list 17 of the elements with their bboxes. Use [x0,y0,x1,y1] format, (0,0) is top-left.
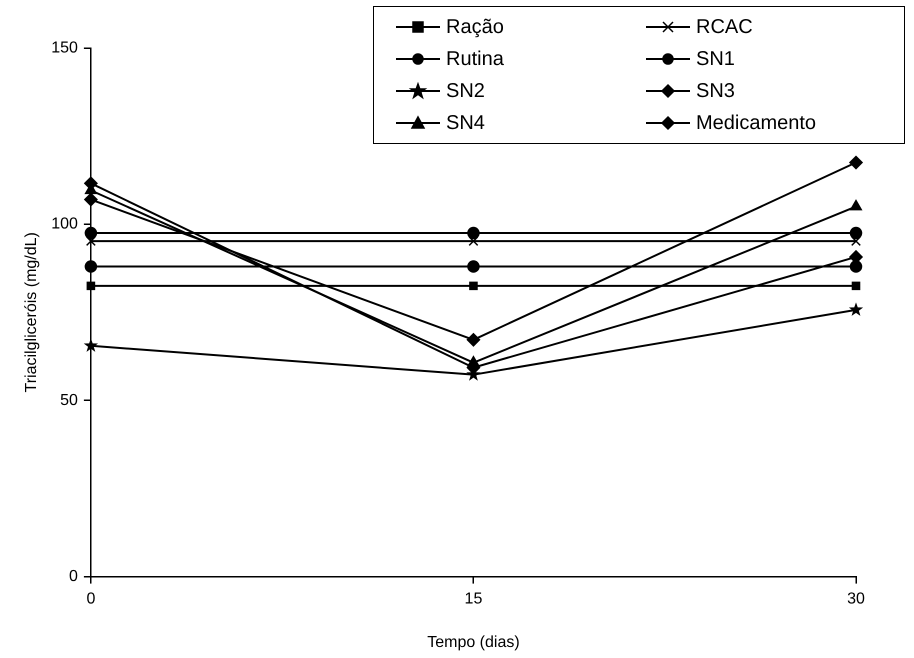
legend-label: RCAC [696,16,753,38]
legend-label: SN3 [696,80,735,102]
legend-label: SN4 [446,112,485,134]
x-tick-label: 15 [464,590,482,608]
y-tick-label: 100 [51,216,78,233]
y-tick-label: 0 [68,568,78,586]
legend-label: Rutina [446,48,504,70]
legend-label: SN1 [696,48,735,70]
x-tick-label: 0 [86,590,96,608]
y-axis-title: Triacilgliceróis (mg/dL) [23,232,40,392]
x-tick-label: 30 [847,590,865,608]
legend-label: Medicamento [696,112,816,134]
y-tick-label: 50 [60,392,78,409]
legend-label: Ração [446,16,504,38]
y-tick-label: 150 [51,39,78,56]
x-axis-title: Tempo (dias) [427,634,520,651]
legend-label: SN2 [446,80,485,102]
